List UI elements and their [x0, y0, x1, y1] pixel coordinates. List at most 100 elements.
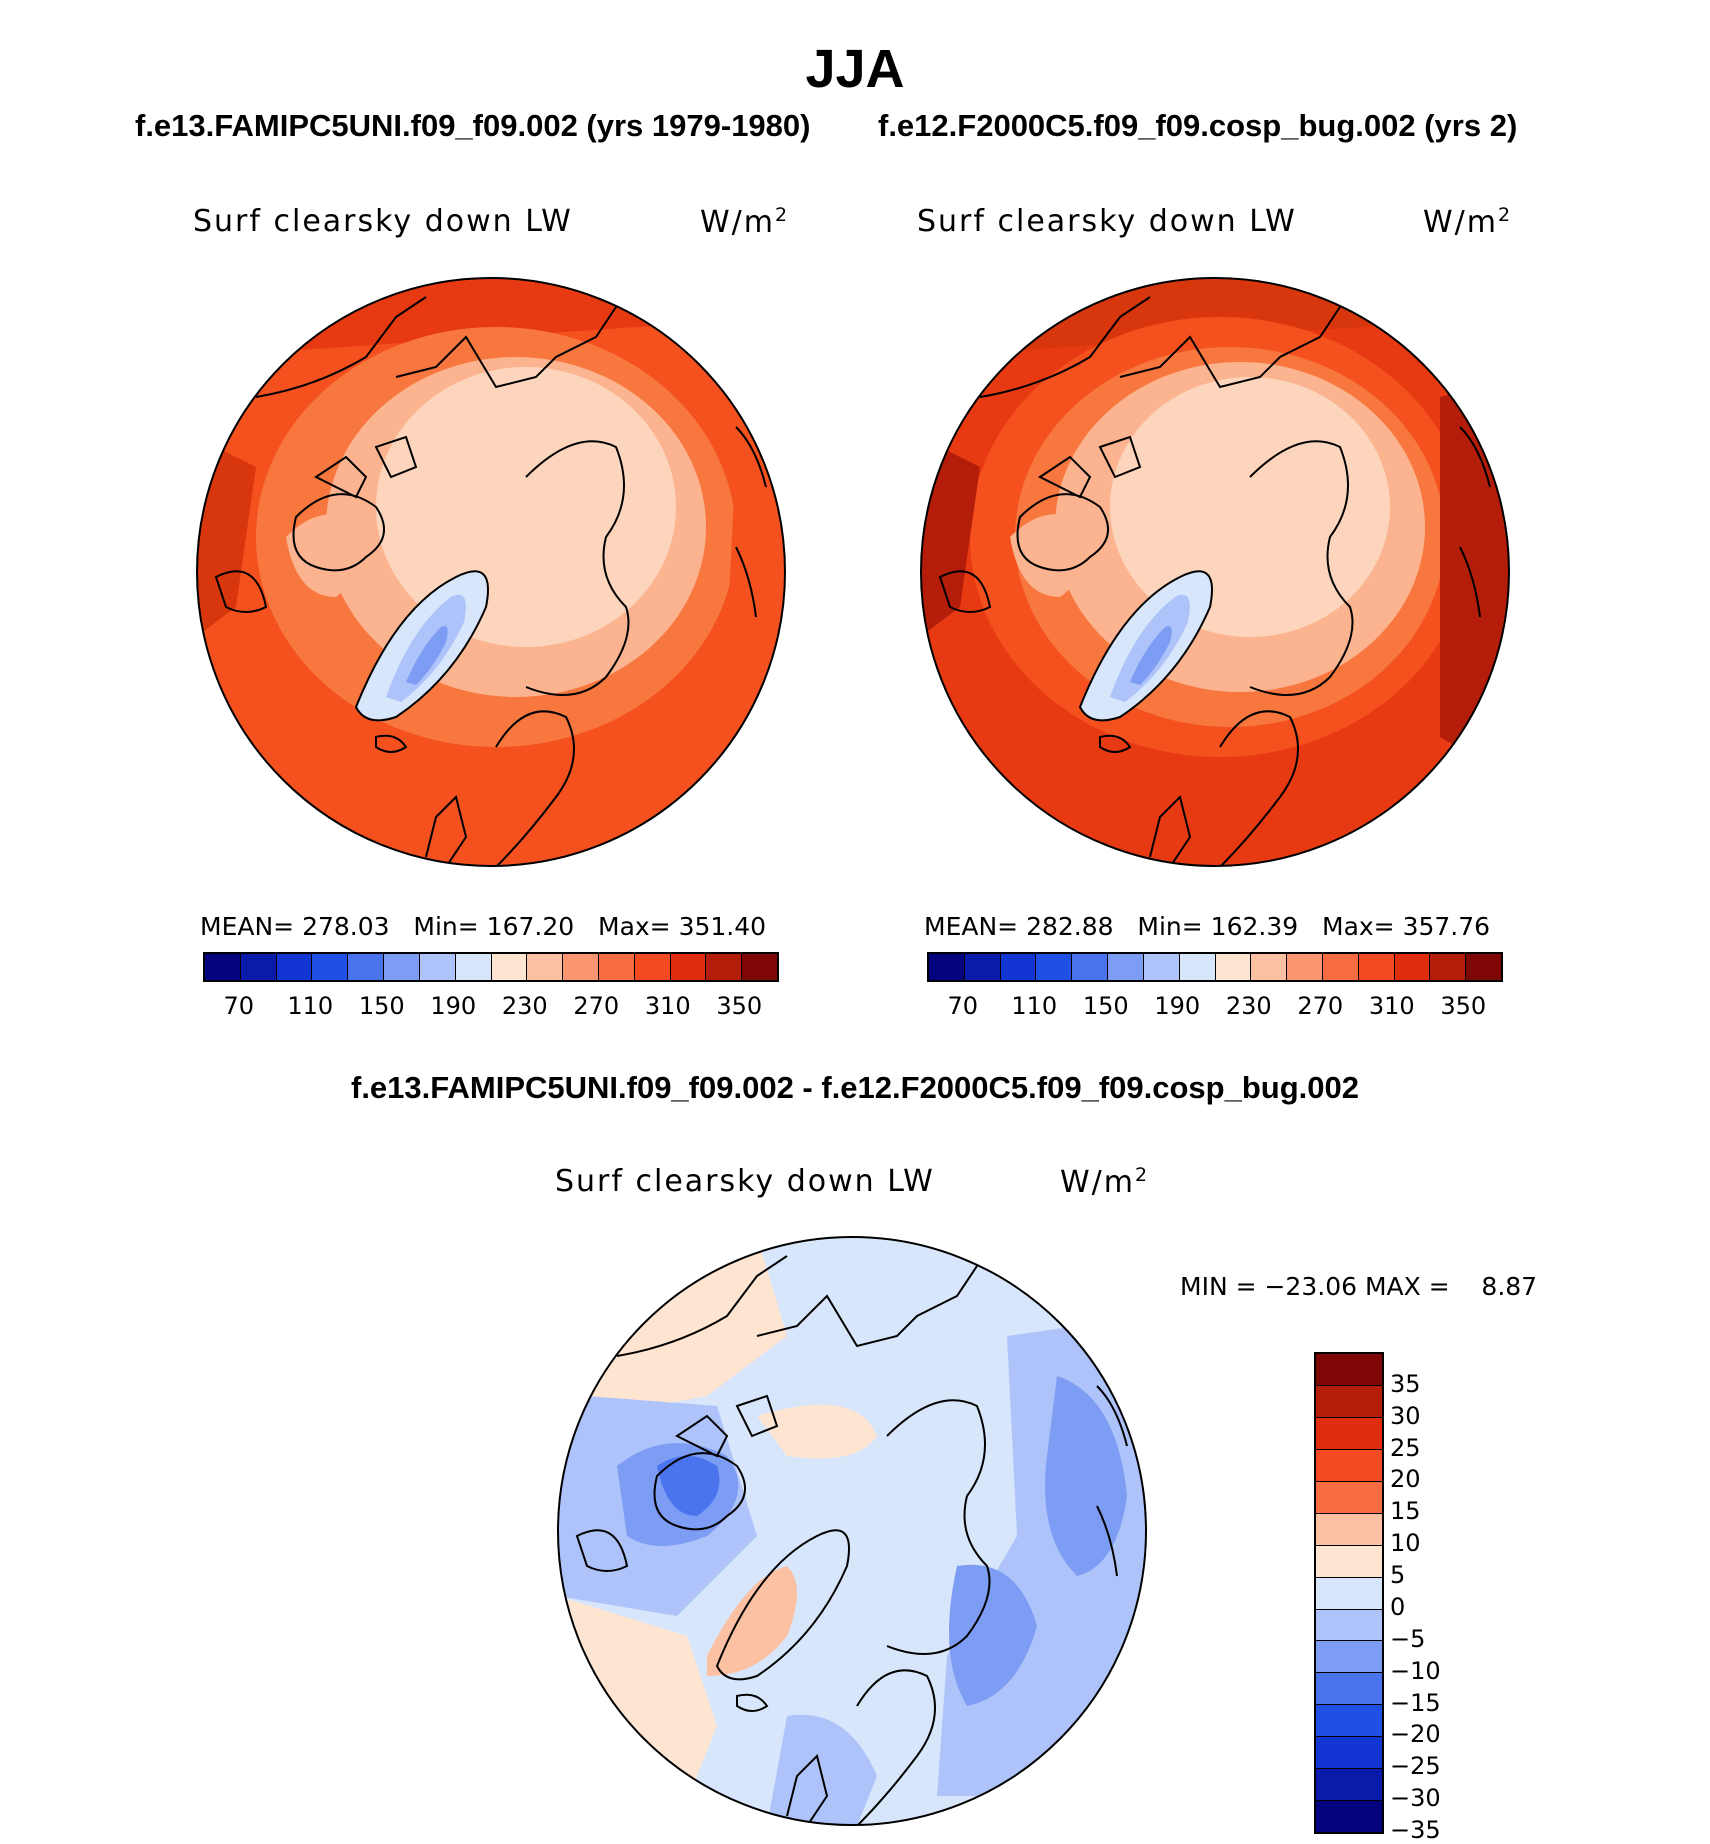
colorbar-swatch [1316, 1609, 1382, 1642]
colorbar-swatch [1316, 1449, 1382, 1482]
colorbar-tick-label: 230 [1225, 992, 1272, 1020]
colorbar-swatch [1072, 954, 1109, 980]
colorbar-swatch [706, 954, 743, 980]
colorbar-tick-label: 30 [1390, 1401, 1421, 1430]
colorbar-tick-label: 270 [1297, 992, 1344, 1020]
diff-minmax: MIN = −23.06 MAX = 8.87 [1180, 1272, 1538, 1301]
colorbar-swatch [348, 954, 385, 980]
colorbar-swatch [1215, 954, 1252, 980]
colorbar-swatch [1143, 954, 1180, 980]
colorbar-swatch [419, 954, 456, 980]
right-colorbar-ticks: 70 110 150 190 230 270 310 350 [927, 992, 1499, 1022]
colorbar-swatch [1316, 1641, 1382, 1674]
colorbar-swatch [1316, 1769, 1382, 1802]
colorbar-swatch [240, 954, 277, 980]
colorbar-tick-label: 25 [1390, 1433, 1421, 1462]
colorbar-swatch [1036, 954, 1073, 980]
colorbar-swatch [276, 954, 313, 980]
colorbar-swatch [1316, 1417, 1382, 1450]
colorbar-tick-label: 150 [358, 992, 405, 1020]
colorbar-tick-label: −10 [1390, 1656, 1441, 1685]
diff-panel-unit: W/m2 [1060, 1164, 1150, 1200]
right-panel-unit: W/m2 [1423, 204, 1513, 240]
left-colorbar-ticks: 70 110 150 190 230 270 310 350 [203, 992, 775, 1022]
colorbar-swatch [1322, 954, 1359, 980]
colorbar-tick-label: 20 [1390, 1465, 1421, 1494]
colorbar-tick-label: 350 [1440, 992, 1487, 1020]
colorbar-tick-label: −20 [1390, 1720, 1441, 1749]
colorbar-tick-label: −25 [1390, 1752, 1441, 1781]
colorbar-swatch [634, 954, 671, 980]
colorbar-swatch [1179, 954, 1216, 980]
colorbar-tick-label: 5 [1390, 1561, 1406, 1590]
diff-colorbar-ticks: 35 30 25 20 15 10 5 0 −5 −10 −15 −20 −25 −30 −35 [1390, 1352, 1470, 1844]
colorbar-swatch [384, 954, 420, 980]
colorbar-swatch [670, 954, 707, 980]
colorbar-tick-label: −35 [1390, 1816, 1441, 1844]
colorbar-swatch [1000, 954, 1037, 980]
colorbar-tick-label: 70 [223, 992, 255, 1020]
colorbar-tick-label: 190 [430, 992, 477, 1020]
colorbar-swatch [1287, 954, 1323, 980]
diff-title: f.e13.FAMIPC5UNI.f09_f09.002 - f.e12.F20… [351, 1070, 1359, 1105]
colorbar-tick-label: −5 [1390, 1624, 1426, 1653]
right-case-title: f.e12.F2000C5.f09_f09.cosp_bug.002 (yrs … [878, 108, 1518, 143]
colorbar-swatch [742, 954, 777, 980]
diff-colorbar [1314, 1352, 1384, 1834]
left-colorbar [203, 952, 779, 982]
colorbar-tick-label: 310 [1368, 992, 1415, 1020]
colorbar-tick-label: 0 [1390, 1592, 1406, 1621]
colorbar-tick-label: 310 [644, 992, 691, 1020]
colorbar-swatch [1316, 1577, 1382, 1610]
colorbar-tick-label: 110 [287, 992, 334, 1020]
colorbar-swatch [1316, 1481, 1382, 1514]
colorbar-swatch [1316, 1673, 1382, 1706]
right-colorbar [927, 952, 1503, 982]
colorbar-swatch [1108, 954, 1144, 980]
colorbar-tick-label: 230 [501, 992, 548, 1020]
colorbar-tick-label: −15 [1390, 1688, 1441, 1717]
colorbar-swatch [1251, 954, 1288, 980]
left-polar-map [196, 277, 786, 867]
colorbar-swatch [563, 954, 599, 980]
colorbar-tick-label: 270 [573, 992, 620, 1020]
colorbar-swatch [1316, 1545, 1382, 1578]
colorbar-swatch [1466, 954, 1501, 980]
colorbar-swatch [929, 954, 965, 980]
colorbar-tick-label: 70 [947, 992, 979, 1020]
left-panel-unit: W/m2 [700, 204, 790, 240]
colorbar-swatch [1316, 1513, 1382, 1546]
colorbar-tick-label: 10 [1390, 1529, 1421, 1558]
left-stats: MEAN= 278.03 Min= 167.20 Max= 351.40 [200, 912, 767, 941]
diff-polar-map [557, 1236, 1147, 1826]
colorbar-tick-label: 350 [716, 992, 763, 1020]
colorbar-tick-label: 190 [1154, 992, 1201, 1020]
right-panel-label: Surf clearsky down LW [917, 204, 1297, 239]
colorbar-swatch [1430, 954, 1467, 980]
colorbar-swatch [1358, 954, 1395, 980]
colorbar-swatch [1316, 1737, 1382, 1770]
colorbar-swatch [312, 954, 349, 980]
colorbar-tick-label: 15 [1390, 1497, 1421, 1526]
colorbar-swatch [1316, 1385, 1382, 1418]
right-polar-map [920, 277, 1510, 867]
right-stats: MEAN= 282.88 Min= 162.39 Max= 357.76 [924, 912, 1491, 941]
left-panel-label: Surf clearsky down LW [193, 204, 573, 239]
colorbar-tick-label: −30 [1390, 1784, 1441, 1813]
colorbar-swatch [491, 954, 528, 980]
page-title: JJA [805, 39, 905, 99]
colorbar-swatch [1316, 1801, 1382, 1833]
colorbar-swatch [598, 954, 635, 980]
colorbar-swatch [527, 954, 564, 980]
colorbar-tick-label: 150 [1082, 992, 1129, 1020]
colorbar-tick-label: 110 [1011, 992, 1058, 1020]
colorbar-swatch [1394, 954, 1431, 980]
colorbar-swatch [205, 954, 241, 980]
colorbar-swatch [1316, 1705, 1382, 1738]
colorbar-swatch [964, 954, 1001, 980]
colorbar-swatch [1316, 1354, 1382, 1386]
left-case-title: f.e13.FAMIPC5UNI.f09_f09.002 (yrs 1979-1… [135, 108, 811, 143]
diff-panel-label: Surf clearsky down LW [555, 1164, 935, 1199]
colorbar-swatch [455, 954, 492, 980]
colorbar-tick-label: 35 [1390, 1369, 1421, 1398]
